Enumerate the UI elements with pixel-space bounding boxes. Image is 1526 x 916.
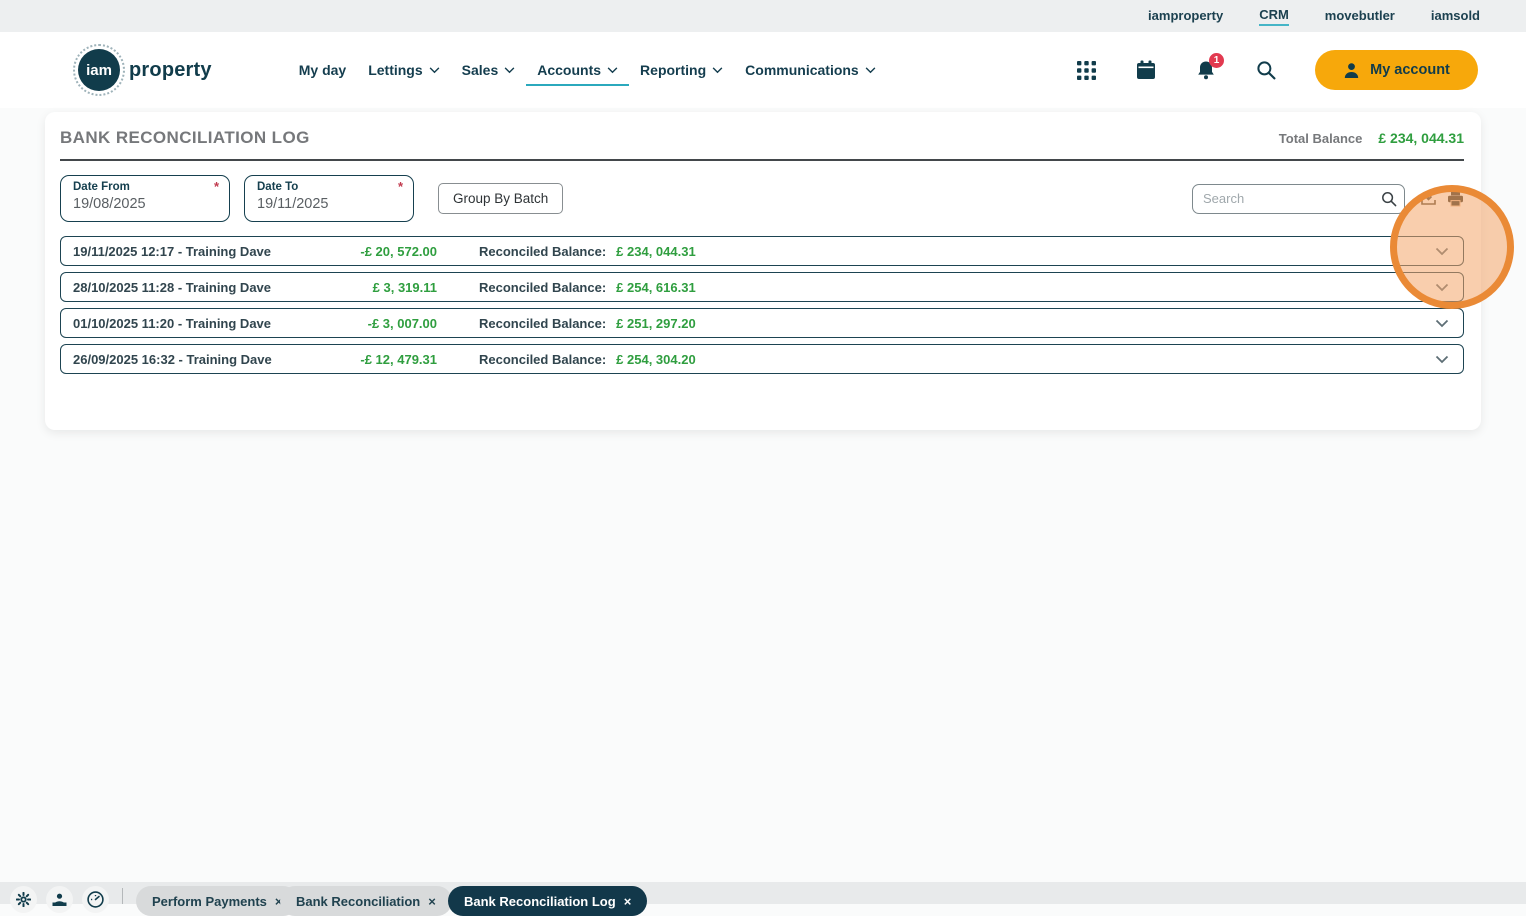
nav-label: Communications [745,62,859,78]
date-to-label: Date To [257,181,299,193]
logo-circle: iam [73,44,125,96]
my-account-button[interactable]: My account [1315,50,1478,90]
nav-label: Accounts [537,62,602,78]
search-input[interactable] [1192,183,1405,214]
row-balance-label: Reconciled Balance: [479,351,607,367]
row-expand-chevron-icon[interactable] [1435,247,1449,256]
row-balance-value: £ 251, 297.20 [616,315,696,331]
reconciliation-row[interactable]: 01/10/2025 11:20 - Training Dave -£ 3, 0… [60,308,1464,338]
tab-label: Bank Reconciliation [296,893,421,909]
close-icon[interactable]: × [428,893,436,909]
list-utility-icons [1419,190,1464,208]
tab-bank-reconciliation-log[interactable]: Bank Reconciliation Log × [448,886,648,916]
top-link-iamproperty[interactable]: iamproperty [1148,7,1224,23]
contacts-people-icon[interactable] [46,886,73,913]
row-balance-value: £ 254, 616.31 [616,279,696,295]
nav-item-lettings[interactable]: Lettings [357,54,450,86]
nav-label: Reporting [640,62,707,78]
nav-item-communications[interactable]: Communications [734,54,887,86]
date-to-field[interactable]: Date To * 19/11/2025 [244,175,414,222]
notification-count-badge: 1 [1209,53,1224,68]
user-icon [1344,62,1359,78]
dashboard-speedometer-icon[interactable] [82,886,109,913]
main-header: iam property My day Lettings Sales Accou… [0,32,1526,108]
chevron-down-icon [865,66,876,73]
page-title: BANK RECONCILIATION LOG [60,128,310,147]
row-datetime-user: 19/11/2025 12:17 - Training Dave [73,243,272,259]
date-from-label: Date From [73,181,130,193]
my-account-label: My account [1370,62,1450,78]
nav-item-accounts[interactable]: Accounts [526,54,630,86]
required-marker: * [213,179,219,194]
calendar-icon[interactable] [1135,59,1157,81]
chevron-down-icon [504,66,515,73]
reconciliation-row[interactable]: 26/09/2025 16:32 - Training Dave -£ 12, … [60,344,1464,374]
chevron-down-icon [607,66,618,73]
nav-label: My day [298,62,347,78]
settings-gear-icon[interactable] [10,886,37,913]
close-icon[interactable]: × [274,893,283,909]
iamproperty-logo[interactable]: iam property [73,44,212,96]
reconciliation-row[interactable]: 19/11/2025 12:17 - Training Dave -£ 20, … [60,236,1464,266]
row-balance-label: Reconciled Balance: [479,279,607,295]
row-amount: -£ 3, 007.00 [367,315,437,331]
row-amount: -£ 12, 479.31 [360,351,437,367]
row-balance-label: Reconciled Balance: [479,243,607,259]
main-nav: My day Lettings Sales Accounts Reporting… [288,54,887,86]
reconciliation-row[interactable]: 28/10/2025 11:28 - Training Dave £ 3, 31… [60,272,1464,302]
title-row: BANK RECONCILIATION LOG Total Balance £ … [60,128,1464,148]
title-divider [60,159,1464,161]
apps-grid-icon[interactable] [1075,59,1097,81]
top-link-movebutler[interactable]: movebutler [1324,7,1395,23]
total-balance-value: £ 234, 044.31 [1378,130,1464,146]
date-from-value: 19/08/2025 [73,196,146,212]
total-balance: Total Balance £ 234, 044.31 [1279,130,1464,146]
tab-bank-reconciliation[interactable]: Bank Reconciliation × [280,886,452,916]
chevron-down-icon [429,66,440,73]
group-by-batch-button[interactable]: Group By Batch [438,183,564,214]
row-expand-chevron-icon[interactable] [1435,319,1449,328]
row-datetime-user: 26/09/2025 16:32 - Training Dave [73,351,272,367]
required-marker: * [397,179,403,194]
logo-wordmark: property [129,58,212,81]
nav-item-reporting[interactable]: Reporting [629,54,734,86]
nav-item-sales[interactable]: Sales [451,54,527,86]
reconciliation-rows: 19/11/2025 12:17 - Training Dave -£ 20, … [60,236,1464,374]
search-field [1192,183,1405,214]
top-link-iamsold[interactable]: iamsold [1430,7,1480,23]
close-icon[interactable]: × [623,893,632,909]
filter-row: Date From * 19/08/2025 Date To * 19/11/2… [60,175,1464,222]
tab-label: Perform Payments [152,893,267,909]
header-actions: 1 My account [1075,50,1478,90]
product-switcher-bar: iamproperty CRM movebutler iamsold [0,0,1526,32]
row-expand-chevron-icon[interactable] [1435,283,1449,292]
bottom-tab-bar: Perform Payments × Bank Reconciliation ×… [0,882,1526,916]
date-from-field[interactable]: Date From * 19/08/2025 [60,175,230,222]
bank-reconciliation-log-panel: BANK RECONCILIATION LOG Total Balance £ … [45,112,1481,430]
search-icon[interactable] [1255,59,1277,81]
chevron-down-icon [712,66,723,73]
export-icon[interactable] [1419,190,1437,208]
print-icon[interactable] [1446,190,1464,208]
nav-item-my-day[interactable]: My day [288,54,357,86]
row-expand-chevron-icon[interactable] [1435,355,1449,364]
tab-label: Bank Reconciliation Log [464,893,616,909]
nav-label: Lettings [368,62,423,78]
row-balance-label: Reconciled Balance: [479,315,607,331]
row-amount: -£ 20, 572.00 [360,243,437,259]
nav-label: Sales [461,62,499,78]
row-amount: £ 3, 319.11 [372,279,437,295]
bottom-bar-divider [122,888,123,904]
row-balance-value: £ 254, 304.20 [616,351,696,367]
date-to-value: 19/11/2025 [257,196,329,212]
top-link-crm[interactable]: CRM [1259,7,1289,26]
row-datetime-user: 28/10/2025 11:28 - Training Dave [73,279,272,295]
tab-perform-payments[interactable]: Perform Payments × [136,886,299,916]
row-datetime-user: 01/10/2025 11:20 - Training Dave [73,315,272,331]
row-balance-value: £ 234, 044.31 [616,243,696,259]
search-input-icon [1382,191,1397,206]
notifications-bell-icon[interactable]: 1 [1195,53,1224,81]
total-balance-label: Total Balance [1278,130,1363,146]
